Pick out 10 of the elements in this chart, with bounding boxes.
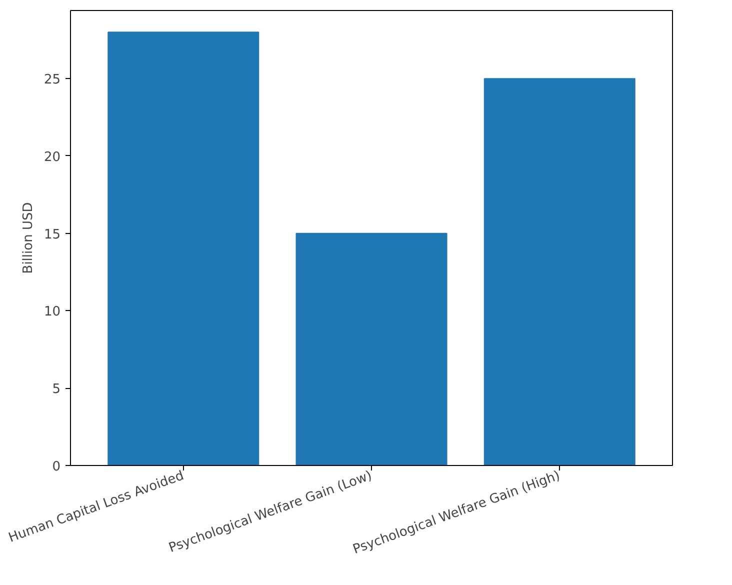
bar xyxy=(484,78,636,466)
y-tick-label: 5 xyxy=(52,382,61,398)
y-tick-label: 0 xyxy=(52,460,61,474)
y-axis-title: Billion USD xyxy=(20,202,36,274)
bar xyxy=(296,232,448,466)
bar xyxy=(108,32,260,466)
y-tick-label: 10 xyxy=(44,304,61,320)
y-tick-label: 25 xyxy=(44,72,61,88)
y-tick-label: 15 xyxy=(44,227,61,242)
y-tick-label: 20 xyxy=(44,150,61,165)
